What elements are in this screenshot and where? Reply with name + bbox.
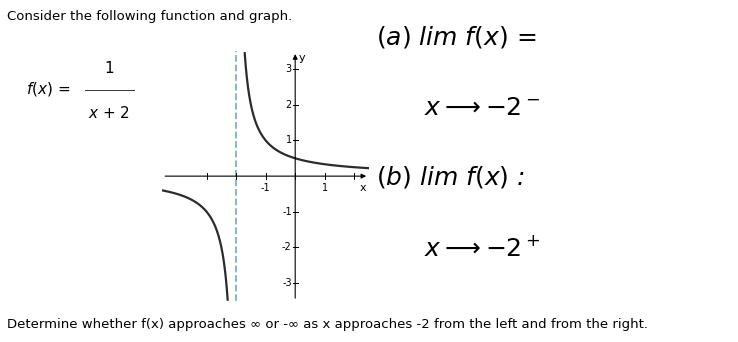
Text: $(a)$ $lim$ $f(x)$ =: $(a)$ $lim$ $f(x)$ = (376, 24, 537, 50)
Text: Determine whether f(x) approaches ∞ or -∞ as x approaches -2 from the left and f: Determine whether f(x) approaches ∞ or -… (7, 318, 649, 331)
Text: 3: 3 (286, 64, 292, 74)
Text: $(b)$ $lim$ $f(x)$ :: $(b)$ $lim$ $f(x)$ : (376, 164, 525, 190)
Text: x: x (359, 183, 366, 193)
Text: Consider the following function and graph.: Consider the following function and grap… (7, 10, 293, 23)
Text: 1: 1 (104, 61, 114, 76)
Text: -3: -3 (282, 278, 292, 288)
Text: 1: 1 (322, 183, 328, 193)
Text: $x{\longrightarrow}{-2}^-$: $x{\longrightarrow}{-2}^-$ (424, 96, 541, 120)
Text: -2: -2 (282, 242, 292, 252)
Text: $\it{f}$($\it{x}$) =: $\it{f}$($\it{x}$) = (26, 80, 70, 98)
Text: $\it{x}$ + 2: $\it{x}$ + 2 (89, 105, 130, 121)
Text: 1: 1 (286, 135, 292, 145)
Text: -1: -1 (261, 183, 271, 193)
Text: $x{\longrightarrow}{-2}^+$: $x{\longrightarrow}{-2}^+$ (424, 236, 541, 261)
Text: -1: -1 (282, 207, 292, 217)
Text: 2: 2 (286, 100, 292, 110)
Text: y: y (299, 53, 306, 63)
